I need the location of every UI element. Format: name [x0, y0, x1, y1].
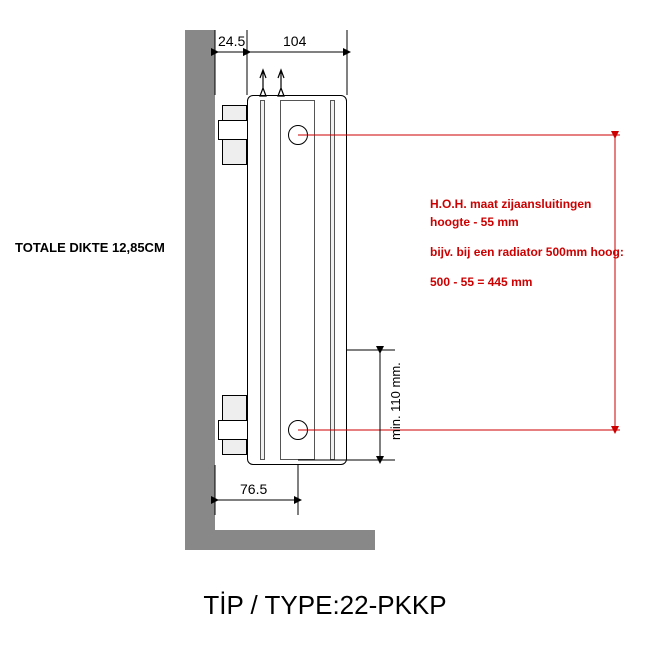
note-total-thickness: TOTALE DIKTE 12,85CM [15, 240, 165, 255]
radiator-panel-3 [330, 100, 335, 460]
mount-clip-bottom [218, 420, 248, 440]
dim-width-label: 104 [283, 33, 307, 49]
diagram-title: TİP / TYPE:22-PKKP [0, 590, 650, 621]
wall-vertical [185, 30, 215, 550]
radiator-panel-2 [280, 100, 315, 460]
connection-port-top [288, 125, 308, 145]
connection-port-bottom [288, 420, 308, 440]
note-line-1: H.O.H. maat zijaansluitingen hoogte - 55… [430, 195, 630, 231]
note-hoh-info: H.O.H. maat zijaansluitingen hoogte - 55… [430, 195, 630, 303]
dim-bottom-label: 76.5 [240, 481, 267, 497]
note-line-3: 500 - 55 = 445 mm [430, 273, 630, 291]
mount-clip-top [218, 120, 248, 140]
wall-horizontal [185, 530, 375, 550]
dim-gap-label: 24.5 [218, 33, 245, 49]
radiator-panel-1 [260, 100, 265, 460]
note-line-2: bijv. bij een radiator 500mm hoog: [430, 243, 630, 261]
dim-min-height-label: min. 110 mm. [388, 362, 403, 440]
